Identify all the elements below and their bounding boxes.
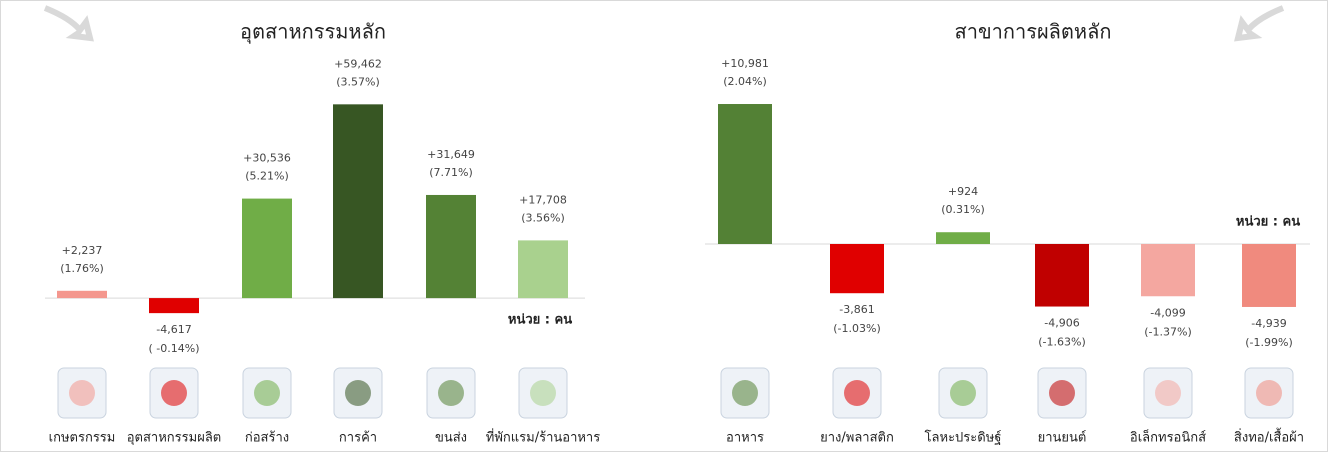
percent-label: (7.71%) bbox=[429, 166, 473, 179]
value-label: +17,708 bbox=[519, 193, 567, 206]
bar bbox=[242, 199, 292, 298]
bar bbox=[149, 298, 199, 313]
unit-label: หน่วย : คน bbox=[1236, 215, 1300, 230]
percent-label: (-1.03%) bbox=[833, 322, 881, 335]
category-label: ขนส่ง bbox=[435, 431, 467, 446]
value-label: +924 bbox=[948, 185, 978, 198]
category-icon-detail bbox=[345, 380, 371, 406]
dashboard: อุตสาหกรรมหลักหน่วย : คน +2,237 (1.76%) เกษ… bbox=[0, 0, 1328, 452]
percent-label: (3.57%) bbox=[336, 75, 380, 88]
value-label: +30,536 bbox=[243, 152, 291, 165]
value-label: +10,981 bbox=[721, 57, 769, 70]
category-label: อาหาร bbox=[726, 431, 764, 446]
category-label: ก่อสร้าง bbox=[245, 431, 289, 446]
bar bbox=[426, 195, 476, 298]
category-label: ที่พักแรม/ร้านอาหาร bbox=[486, 429, 600, 446]
category-label: ยาง/พลาสติก bbox=[820, 431, 894, 446]
category-icon-detail bbox=[161, 380, 187, 406]
value-label: +59,462 bbox=[334, 57, 382, 70]
value-label: -4,099 bbox=[1150, 306, 1185, 319]
percent-label: (-1.37%) bbox=[1144, 325, 1192, 338]
percent-label: (2.04%) bbox=[723, 75, 767, 88]
category-icon-detail bbox=[844, 380, 870, 406]
bar bbox=[936, 232, 990, 244]
bar bbox=[518, 240, 568, 298]
value-label: -3,861 bbox=[839, 303, 874, 316]
percent-label: (3.56%) bbox=[521, 211, 565, 224]
category-icon-detail bbox=[732, 380, 758, 406]
percent-label: (-1.99%) bbox=[1245, 336, 1293, 349]
category-icon-detail bbox=[1155, 380, 1181, 406]
unit-label: หน่วย : คน bbox=[508, 313, 572, 328]
percent-label: (-1.63%) bbox=[1038, 336, 1086, 349]
category-icon-detail bbox=[950, 380, 976, 406]
frame bbox=[1, 1, 1328, 452]
category-icon-detail bbox=[1256, 380, 1282, 406]
value-label: +2,237 bbox=[62, 244, 103, 257]
value-label: -4,617 bbox=[156, 323, 191, 336]
category-label: สิ่งทอ/เสื้อผ้า bbox=[1234, 428, 1304, 446]
bar bbox=[1141, 244, 1195, 296]
percent-label: (5.21%) bbox=[245, 170, 289, 183]
chart-title: สาขาการผลิตหลัก bbox=[955, 20, 1112, 44]
category-icon-detail bbox=[254, 380, 280, 406]
bar bbox=[1242, 244, 1296, 307]
bar bbox=[718, 104, 772, 244]
percent-label: (1.76%) bbox=[60, 262, 104, 275]
category-label: ยานยนต์ bbox=[1038, 430, 1087, 446]
category-label: โลหะประดิษฐ์ bbox=[925, 430, 1002, 446]
percent-label: (0.31%) bbox=[941, 203, 985, 216]
category-label: อุตสาหกรรมผลิต bbox=[127, 431, 222, 446]
percent-label: ( -0.14%) bbox=[149, 342, 200, 355]
category-label: อิเล็กทรอนิกส์ bbox=[1130, 428, 1206, 446]
category-label: การค้า bbox=[339, 431, 377, 446]
chart-title: อุตสาหกรรมหลัก bbox=[240, 20, 386, 45]
bar bbox=[830, 244, 884, 293]
bar bbox=[1035, 244, 1089, 307]
category-icon-detail bbox=[530, 380, 556, 406]
value-label: -4,906 bbox=[1044, 317, 1079, 330]
category-icon-detail bbox=[1049, 380, 1075, 406]
bar bbox=[333, 104, 383, 298]
bar bbox=[57, 291, 107, 298]
value-label: -4,939 bbox=[1251, 317, 1286, 330]
category-icon-detail bbox=[69, 380, 95, 406]
category-icon-detail bbox=[438, 380, 464, 406]
category-label: เกษตรกรรม bbox=[49, 431, 116, 446]
value-label: +31,649 bbox=[427, 148, 475, 161]
